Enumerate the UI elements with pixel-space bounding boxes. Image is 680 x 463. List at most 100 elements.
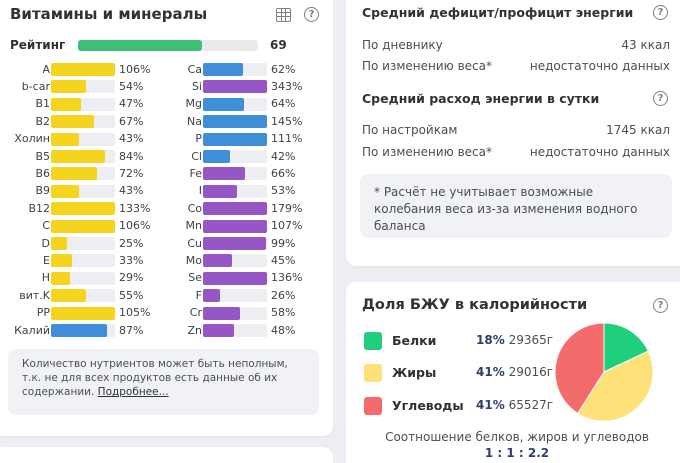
nutrient-bar-fill: [203, 150, 230, 163]
nutrient-percent: 54%: [119, 79, 144, 93]
nutrient-percent: 111%: [271, 132, 303, 146]
protein-percent: 18%: [476, 333, 505, 347]
nutrient-bar: [51, 63, 115, 76]
nutrient-label: B6: [35, 166, 50, 180]
nutrient-bar-fill: [203, 97, 244, 111]
nutrient-bar-fill: [51, 254, 73, 268]
nutrient-percent: 62%: [271, 62, 296, 76]
table-icon[interactable]: [276, 8, 291, 22]
nutrient-label: b-car: [21, 79, 50, 93]
nutrient-percent: 43%: [119, 132, 144, 146]
nutrient-bar: [51, 115, 115, 129]
nutrient-bar: [51, 97, 115, 111]
nutrient-label: вит.K: [19, 288, 50, 302]
nutrient-percent: 99%: [271, 236, 296, 250]
fat-value: 41% 29016г: [476, 365, 553, 379]
energy-footnote: * Расчёт не учитывает возможные колебани…: [360, 174, 672, 238]
nutrient-percent: 42%: [271, 149, 296, 163]
nutrient-percent: 136%: [271, 271, 303, 285]
fat-swatch: [364, 364, 382, 382]
fat-percent: 41%: [476, 365, 505, 379]
nutrient-bar-fill: [51, 132, 79, 146]
nutrient-bar: [203, 324, 267, 337]
bju-help-icon[interactable]: ?: [653, 298, 668, 313]
nutrient-label: B9: [35, 184, 50, 198]
nutrient-bar-fill: [51, 324, 107, 337]
protein-grams: 29365г: [508, 333, 554, 347]
nutrient-percent: 107%: [271, 219, 303, 233]
nutrient-percent: 47%: [119, 97, 144, 111]
nutrient-label: Mn: [185, 219, 202, 233]
nutrient-bar-fill: [51, 184, 79, 198]
nutrient-bar-fill: [203, 132, 267, 146]
expense-settings-value: 1745 ккал: [606, 123, 670, 137]
nutrient-bar: [51, 237, 115, 250]
nutrient-label: F: [195, 288, 202, 302]
nutrient-bar: [203, 219, 267, 233]
next-card: [0, 447, 333, 463]
nutrient-percent: 58%: [271, 306, 296, 320]
nutrient-label: Mo: [185, 253, 202, 267]
nutrient-bar-fill: [203, 306, 241, 320]
expense-settings-label: По настройкам: [362, 123, 458, 137]
nutrient-percent: 48%: [271, 323, 296, 337]
nutrient-bar-fill: [203, 237, 267, 250]
fat-label: Жиры: [392, 365, 437, 380]
nutrient-bar-fill: [203, 219, 267, 233]
rating-bar: [78, 40, 258, 51]
nutrient-bar: [203, 271, 267, 285]
rating-label: Рейтинг: [10, 38, 66, 52]
nutrient-label: Ca: [187, 62, 202, 76]
nutrient-label: P: [195, 132, 202, 146]
nutrient-bar-fill: [203, 184, 237, 198]
more-link[interactable]: Подробнее...: [97, 386, 169, 398]
protein-slice: [603, 322, 650, 373]
nutrient-label: C: [42, 219, 50, 233]
expense-help-icon[interactable]: ?: [653, 91, 668, 106]
nutrient-percent: 133%: [119, 201, 151, 215]
deficit-weight-label: По изменению веса*: [362, 59, 492, 73]
vitamins-help-icon[interactable]: ?: [304, 7, 319, 22]
nutrient-bar-fill: [203, 115, 267, 129]
nutrient-bar-fill: [51, 167, 98, 181]
vitamins-card: Витамины и минералы ? Рейтинг 69 A 106% b-…: [0, 0, 333, 436]
nutrient-bar-fill: [51, 237, 67, 250]
ratio-label: Соотношение белков, жиров и углеводов: [385, 430, 649, 444]
nutrient-bar-fill: [51, 219, 115, 233]
nutrient-label: B1: [35, 97, 50, 111]
nutrient-bar-fill: [51, 271, 70, 285]
nutrient-label: H: [41, 271, 50, 285]
nutrient-bar-fill: [203, 63, 243, 76]
rating-value: 69: [270, 38, 287, 52]
carbs-grams: 65527г: [508, 398, 554, 412]
carbs-swatch: [364, 397, 382, 415]
nutrient-bar-fill: [203, 289, 220, 303]
nutrient-label: Zn: [187, 323, 202, 337]
nutrient-label: B12: [28, 201, 50, 215]
nutrient-bar: [203, 167, 267, 181]
nutrient-bar: [51, 289, 115, 303]
nutrient-bar: [203, 184, 267, 198]
expense-weight-value: недостаточно данных: [529, 145, 670, 159]
nutrient-label: E: [43, 253, 50, 267]
nutrient-bar-fill: [51, 306, 115, 320]
energy-card: Средний дефицит/профицит энергии ? По дн…: [346, 0, 680, 266]
protein-value: 18% 29365г: [476, 333, 553, 347]
nutrient-percent: 145%: [271, 114, 303, 128]
nutrient-percent: 66%: [271, 166, 296, 180]
nutrient-percent: 87%: [119, 323, 144, 337]
nutrient-percent: 179%: [271, 201, 303, 215]
deficit-diary-label: По дневнику: [362, 38, 443, 52]
nutrient-percent: 55%: [119, 288, 144, 302]
nutrient-bar: [51, 167, 115, 181]
nutrient-bar-fill: [51, 80, 86, 94]
nutrient-bar-fill: [51, 63, 115, 76]
nutrient-bar-fill: [51, 202, 115, 216]
deficit-help-icon[interactable]: ?: [653, 5, 668, 20]
nutrient-bar: [203, 97, 267, 111]
carbs-label: Углеводы: [392, 398, 464, 413]
expense-title: Средний расход энергии в сутки: [362, 91, 600, 106]
nutrient-label: I: [198, 184, 202, 198]
nutrient-bar: [203, 63, 267, 76]
nutrient-bar: [203, 150, 267, 163]
